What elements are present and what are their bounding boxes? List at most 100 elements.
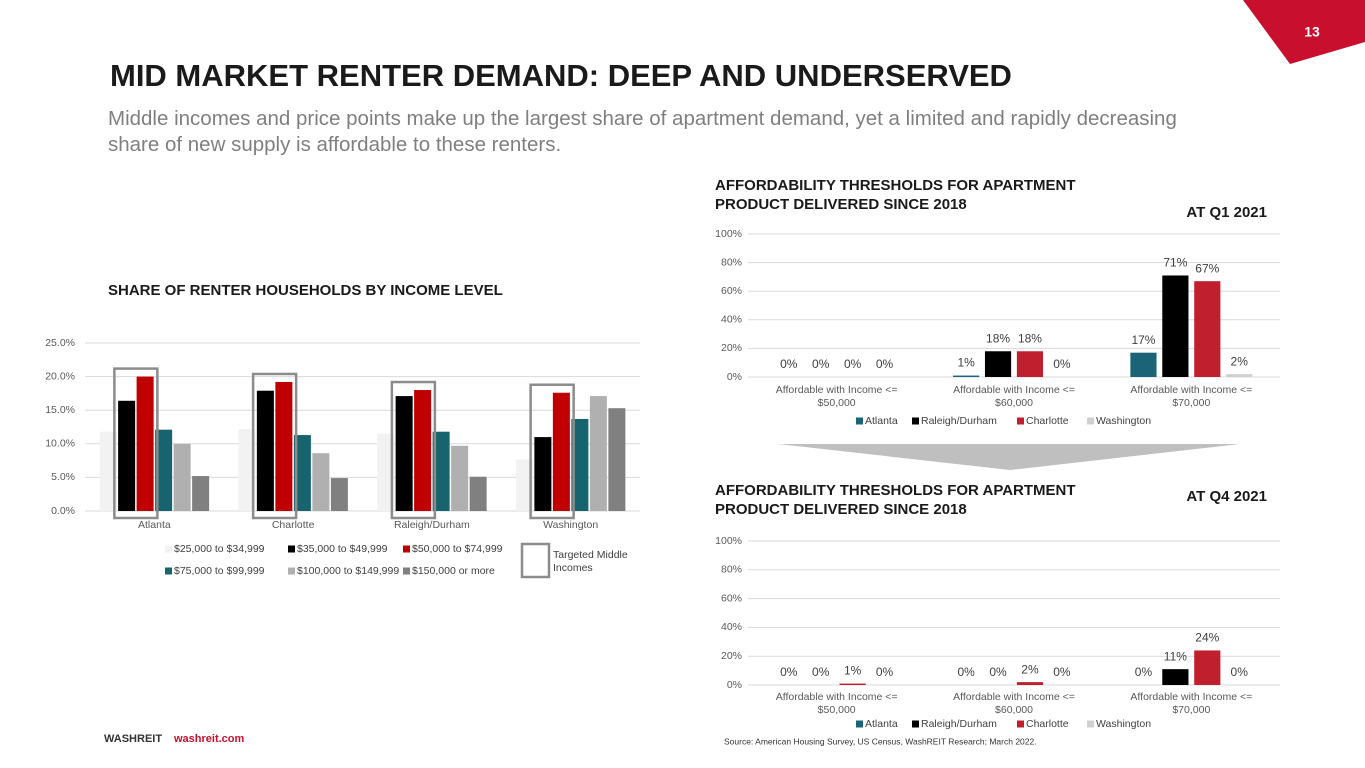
x-tick-label: Affordable with Income <= $60,000 [953,384,1075,409]
value-label: 18% [986,331,1010,345]
y-tick-label: 80% [721,564,742,576]
x-tick-label-box: Affordable with Income <= $50,000 [775,691,898,716]
legend-label: Atlanta [865,415,898,427]
legend-swatch [288,567,295,575]
legend-swatch [912,417,919,425]
y-tick-label: 60% [721,285,742,297]
legend-label: Raleigh/Durham [921,415,997,427]
value-label: 67% [1195,261,1219,275]
x-tick-label: Affordable with Income <= $60,000 [953,691,1075,716]
legend-label: Washington [1096,718,1151,730]
chart-title-box: AFFORDABILITY THRESHOLDS FOR APARTMENT P… [715,177,1076,213]
value-label: 2% [1021,662,1039,676]
bar [330,478,348,511]
value-label: 24% [1195,631,1219,645]
bar [155,429,173,511]
legend-swatch [403,567,410,575]
value-label: 11% [1164,649,1187,663]
legend-label: Atlanta [865,718,898,730]
chart-period: AT Q4 2021 [1186,488,1267,505]
y-tick-label: 40% [721,621,742,633]
chart-title: AFFORDABILITY THRESHOLDS FOR APARTMENT P… [715,482,1076,518]
bar [608,408,626,511]
value-label: 0% [876,665,894,679]
bar [312,453,330,511]
bar [1162,275,1189,377]
legend-label: $100,000 to $149,999 [297,565,399,577]
value-label: 0% [780,665,798,679]
y-tick-label: 0% [727,679,742,691]
highlight-legend-label: Targeted Middle Incomes [553,549,628,574]
y-tick-label: 20.0% [45,370,75,382]
bar [136,376,154,511]
bar [293,435,311,511]
x-tick-label-box: Affordable with Income <= $60,000 [953,691,1075,716]
bar [395,396,413,511]
legend-swatch [165,545,172,553]
y-tick-label: 60% [721,592,742,604]
legend-swatch [1087,417,1094,425]
highlight-box [251,372,298,520]
bar [238,429,256,511]
legend-swatch [1087,720,1094,728]
slide-title: MID MARKET RENTER DEMAND: DEEP AND UNDER… [110,58,1012,93]
legend-label: $25,000 to $34,999 [174,543,265,555]
highlight-box [390,380,437,520]
bar [1162,669,1189,685]
legend-swatch [1017,720,1024,728]
legend-label: Charlotte [1026,718,1069,730]
value-label: 0% [1231,665,1249,679]
legend-swatch [288,545,295,553]
page-number: 13 [1304,24,1320,40]
bar [451,445,469,511]
bar [173,443,191,511]
legend-label: Raleigh/Durham [921,718,997,730]
value-label: 1% [844,664,862,678]
x-tick-label: Affordable with Income <= $70,000 [1130,691,1253,716]
x-tick-label-box: Affordable with Income <= $70,000 [1130,691,1253,716]
bar [1194,650,1221,685]
y-tick-label: 0% [727,371,742,383]
bar [839,683,866,685]
legend-swatch [165,567,172,575]
y-tick-label: 20% [721,342,742,354]
bar [1016,351,1044,377]
value-label: 2% [1231,354,1249,368]
footer-brand: WASHREIT [104,733,162,745]
legend-label: $150,000 or more [412,565,495,577]
bar [99,431,117,511]
legend-swatch [403,545,410,553]
bar [1226,374,1253,377]
highlight-legend-box [520,542,551,579]
value-label: 17% [1131,333,1155,347]
x-tick-label-box: Affordable with Income <= $50,000 [776,384,898,409]
highlight-legend-label-box: Targeted Middle Incomes [553,549,628,574]
x-tick-label: Raleigh/Durham [394,519,470,531]
bar [432,431,450,511]
y-tick-label: 40% [721,314,742,326]
chart-title: AFFORDABILITY THRESHOLDS FOR APARTMENT P… [715,177,1076,213]
x-tick-label: Charlotte [272,519,315,531]
value-label: 0% [780,357,798,371]
bar [275,381,293,511]
bar [256,390,274,511]
value-label: 0% [812,357,830,371]
chart-title: SHARE OF RENTER HOUSEHOLDS BY INCOME LEV… [108,282,503,299]
y-tick-label: 20% [721,650,742,662]
value-label: 0% [989,665,1007,679]
bar [571,418,589,511]
x-tick-label: Affordable with Income <= $50,000 [775,691,898,716]
x-tick-label-box: Affordable with Income <= $70,000 [1130,384,1252,409]
legend-swatch [1017,417,1024,425]
bar [953,375,980,377]
value-label: 0% [812,665,830,679]
bar [118,400,136,511]
value-label: 18% [1018,331,1042,345]
highlight-box [113,367,159,520]
legend-label: Washington [1096,415,1151,427]
bar [552,392,570,511]
source-note: Source: American Housing Survey, US Cens… [724,736,1037,746]
y-tick-label: 80% [721,256,742,268]
legend-label: $75,000 to $99,999 [174,565,265,577]
